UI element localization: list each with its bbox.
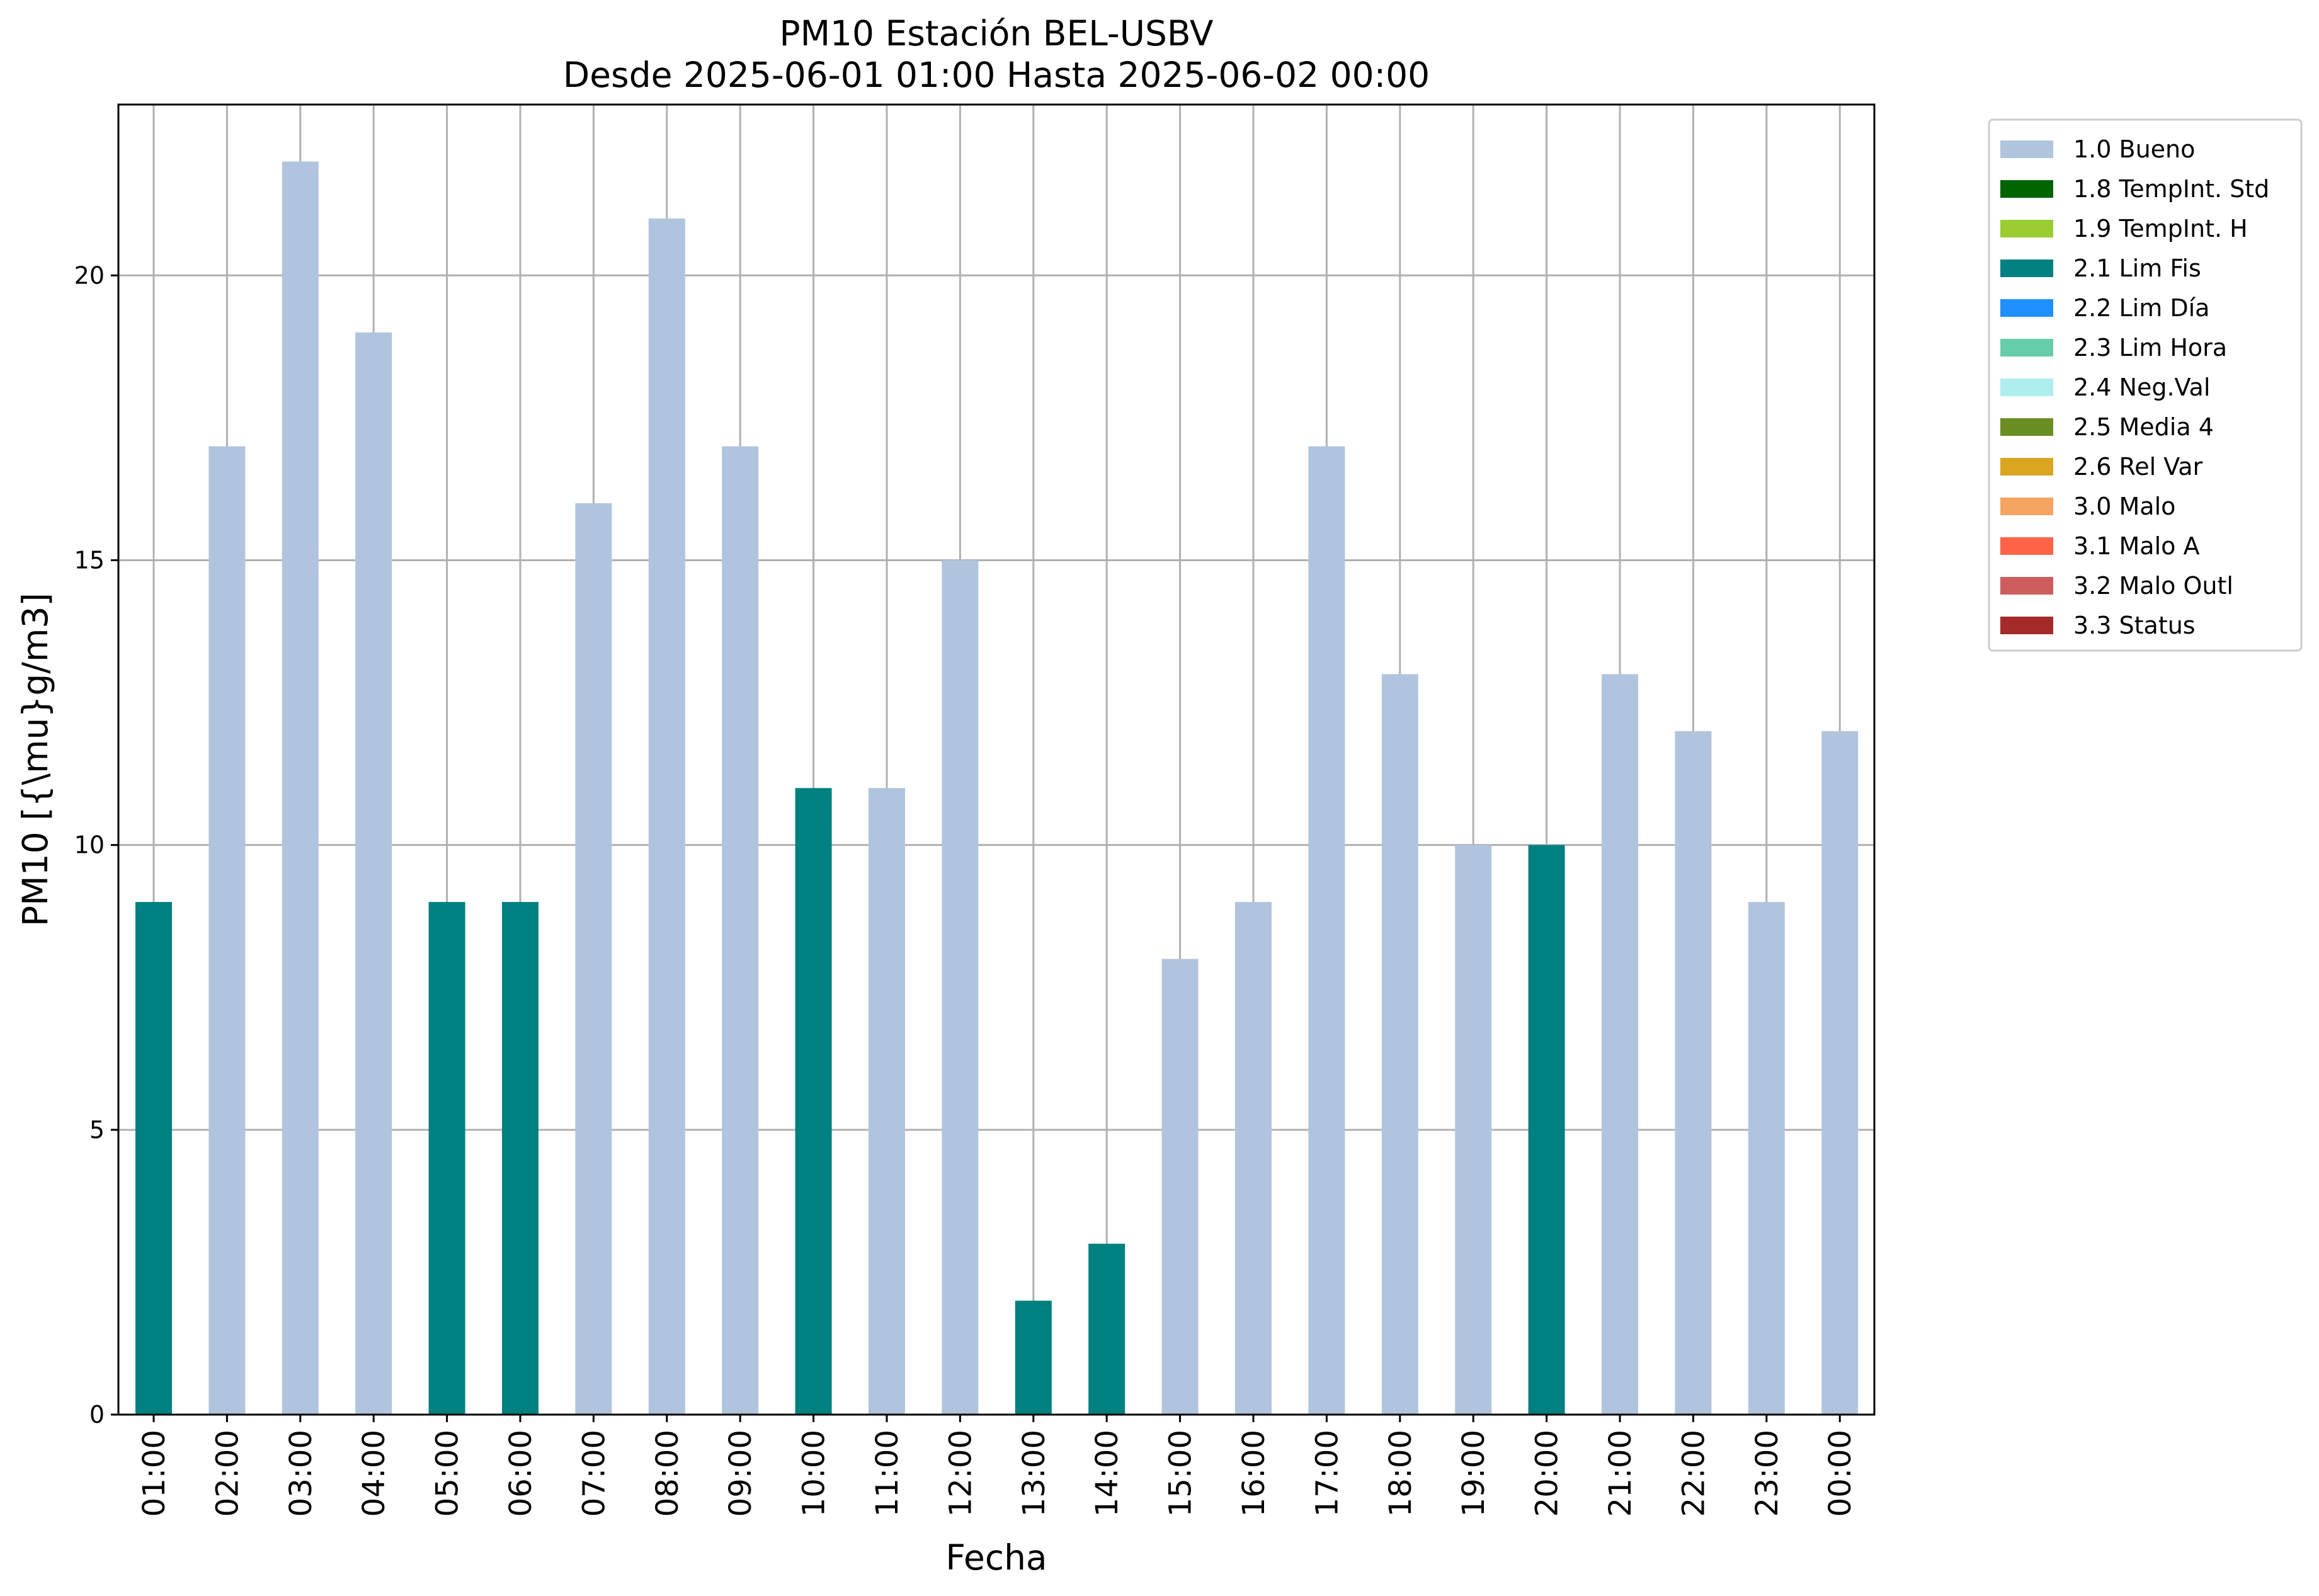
legend-swatch (2000, 140, 2053, 158)
legend-swatch (2000, 299, 2053, 317)
x-tick-label: 01:00 (137, 1430, 172, 1517)
bar-1700 (1308, 446, 1345, 1415)
y-tick-label: 10 (74, 831, 105, 859)
x-tick-label: 00:00 (1823, 1430, 1858, 1517)
bar-1500 (1161, 959, 1199, 1415)
x-tick-label: 23:00 (1750, 1430, 1785, 1517)
legend-swatch (2000, 379, 2053, 396)
x-tick-label: 17:00 (1309, 1430, 1345, 1517)
bar-1300 (1015, 1301, 1052, 1415)
y-tick-label: 15 (74, 546, 105, 574)
legend-entry-label: 2.5 Media 4 (2073, 413, 2214, 441)
bar-0600 (502, 902, 538, 1415)
legend-entry-label: 2.3 Lim Hora (2073, 334, 2227, 362)
x-tick-label: 09:00 (723, 1430, 758, 1517)
legend-entry-label: 3.0 Malo (2073, 493, 2175, 520)
x-tick-label: 21:00 (1603, 1430, 1638, 1517)
bar-0400 (355, 332, 392, 1415)
x-tick-label: 15:00 (1163, 1430, 1199, 1517)
x-axis-label: Fecha (945, 1537, 1047, 1578)
x-tick-label: 04:00 (356, 1430, 392, 1517)
legend-entry-label: 1.8 TempInt. Std (2073, 175, 2269, 203)
x-tick-label: 19:00 (1456, 1430, 1491, 1517)
bar-1100 (869, 788, 905, 1415)
legend-entry-label: 1.9 TempInt. H (2073, 215, 2248, 242)
y-tick-label: 5 (89, 1116, 105, 1144)
legend-entry-label: 3.2 Malo Outl (2073, 572, 2233, 600)
bar-1400 (1088, 1243, 1125, 1415)
x-axis: 01:00 02:00 03:00 04:00 05:00 06:00 07:00 08:00… (137, 1415, 1858, 1517)
bar-2200 (1675, 731, 1712, 1415)
legend-entry-label: 2.1 Lim Fis (2073, 254, 2201, 282)
plot-frame (117, 103, 1876, 1416)
legend-box (1988, 118, 2303, 652)
x-tick-label: 16:00 (1236, 1430, 1272, 1517)
x-tick-label: 06:00 (503, 1430, 538, 1517)
bar-0500 (428, 902, 465, 1415)
legend-entry-label: 3.1 Malo A (2073, 532, 2199, 560)
chart-subtitle: Desde 2025-06-01 01:00 Hasta 2025-06-02 … (563, 55, 1430, 95)
bar-1800 (1381, 674, 1418, 1415)
legend-entry-label: 2.4 Neg.Val (2073, 373, 2210, 401)
legend-swatch (2000, 577, 2053, 595)
x-tick-label: 07:00 (576, 1430, 612, 1517)
bars-group (135, 161, 1859, 1415)
legend-swatch (2000, 498, 2053, 515)
bar-1600 (1235, 902, 1272, 1415)
chart-title: PM10 Estación BEL-USBV (779, 13, 1213, 54)
legend-entry-label: 1.0 Bueno (2073, 135, 2195, 163)
legend-swatch (2000, 617, 2053, 634)
y-tick-label: 20 (74, 261, 105, 289)
bar-2000 (1528, 845, 1565, 1415)
x-tick-label: 02:00 (210, 1430, 245, 1517)
bar-0700 (575, 503, 612, 1415)
bar-0200 (208, 446, 246, 1415)
y-tick-label: 0 (89, 1401, 105, 1428)
bar-0800 (648, 218, 685, 1415)
legend-swatch (2000, 220, 2053, 237)
x-tick-label: 03:00 (283, 1430, 319, 1517)
legend-swatch (2000, 259, 2053, 277)
legend-entry-label: 3.3 Status (2073, 612, 2196, 639)
legend-swatch (2000, 418, 2053, 436)
bar-0100 (135, 902, 172, 1415)
bar-2100 (1602, 674, 1638, 1415)
x-tick-label: 18:00 (1383, 1430, 1418, 1517)
legend-entry-label: 2.6 Rel Var (2073, 453, 2203, 481)
x-tick-label: 22:00 (1676, 1430, 1711, 1517)
bar-2300 (1748, 902, 1785, 1415)
bar-0900 (722, 446, 759, 1415)
x-tick-label: 08:00 (650, 1430, 685, 1517)
y-axis: 0 5 10 15 20 (74, 261, 118, 1428)
x-tick-label: 10:00 (797, 1430, 832, 1517)
x-tick-label: 11:00 (870, 1430, 905, 1517)
legend-swatch (2000, 458, 2053, 476)
x-tick-label: 12:00 (943, 1430, 978, 1517)
legend-swatch (2000, 537, 2053, 555)
legend-entry-label: 2.2 Lim Día (2073, 294, 2209, 322)
legend: 1.0 Bueno 1.8 TempInt. Std 1.9 TempInt. H 2… (1988, 118, 2303, 652)
bar-0300 (282, 161, 319, 1415)
y-axis-label: PM10 [{\mu}g/m3] (15, 593, 55, 926)
x-tick-label: 05:00 (430, 1430, 465, 1517)
bar-1000 (795, 788, 832, 1415)
legend-swatch (2000, 180, 2053, 198)
x-tick-label: 20:00 (1530, 1430, 1565, 1517)
bar-0000 (1821, 731, 1859, 1415)
bar-1200 (942, 560, 979, 1415)
x-tick-label: 13:00 (1017, 1430, 1052, 1517)
x-tick-label: 14:00 (1090, 1430, 1125, 1517)
legend-swatch (2000, 339, 2053, 356)
bar-1900 (1455, 845, 1492, 1415)
